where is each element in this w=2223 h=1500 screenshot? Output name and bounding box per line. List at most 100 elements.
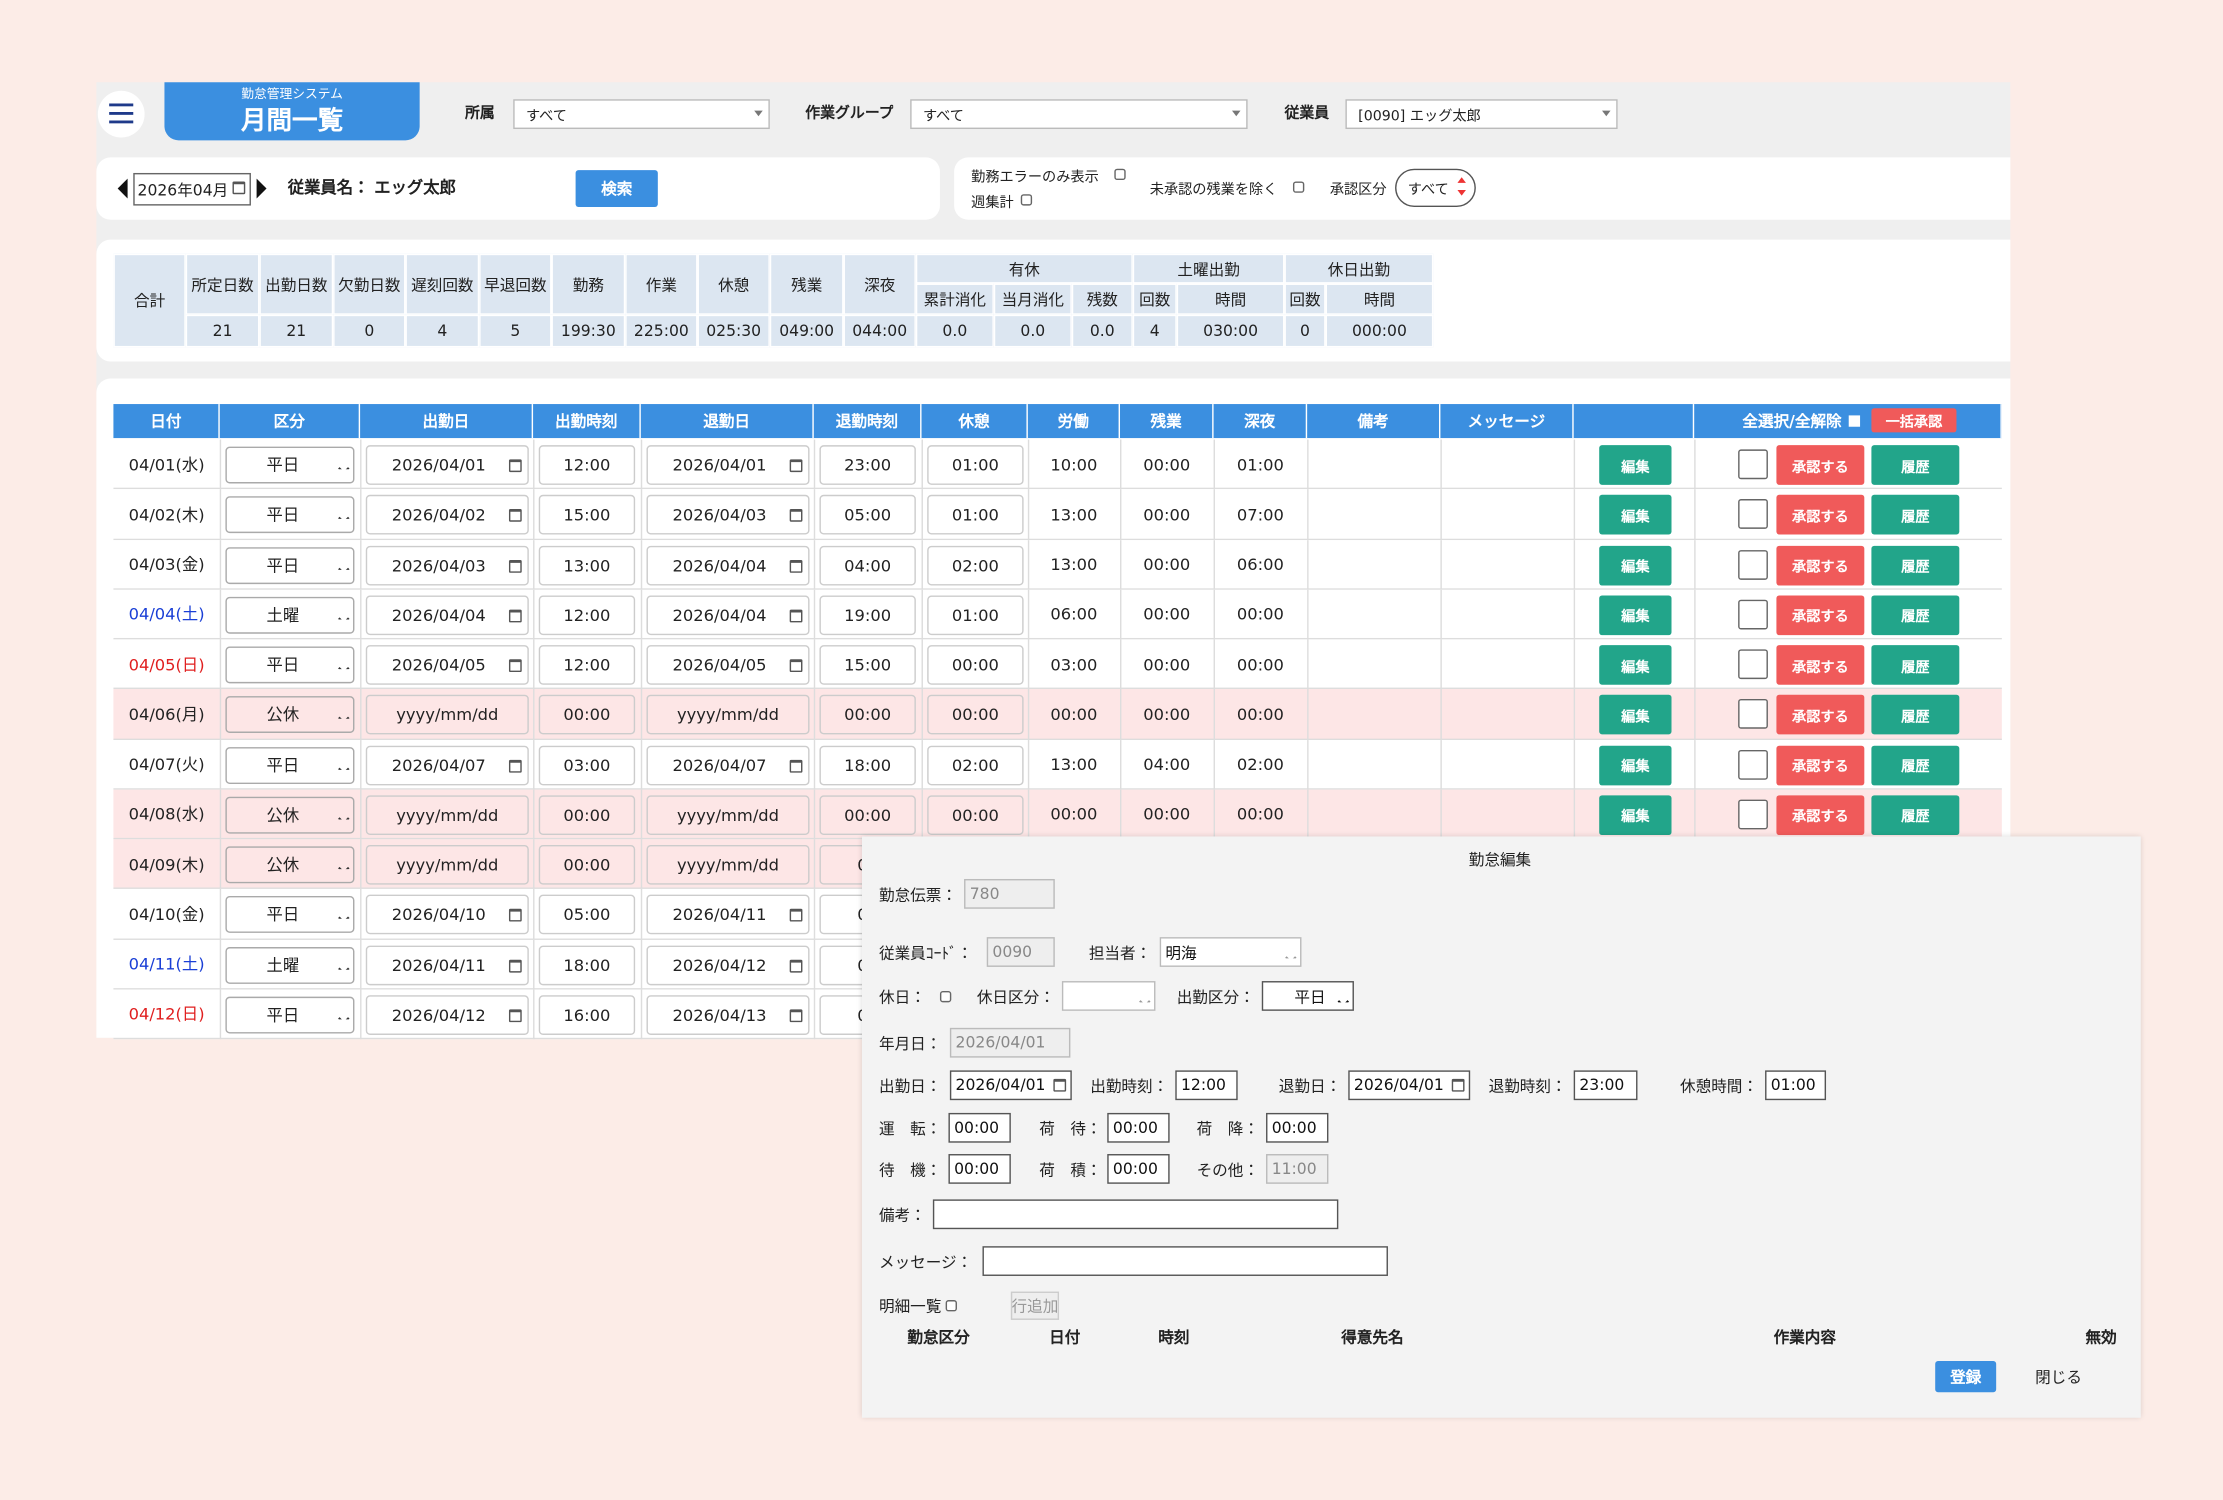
checkbox[interactable] — [1020, 194, 1033, 206]
checkbox[interactable] — [1738, 599, 1768, 630]
input-start-time[interactable]: 13:00 — [538, 545, 636, 585]
edit-button[interactable]: 編集 — [1599, 445, 1672, 485]
input-break[interactable]: 02:00 — [927, 545, 1024, 585]
next-month[interactable] — [256, 178, 267, 199]
field-input[interactable] — [932, 1199, 1339, 1230]
input-break[interactable]: 01:00 — [927, 595, 1024, 635]
input-start-time[interactable]: 12:00 — [538, 595, 636, 635]
input-start-time[interactable]: 12:00 — [538, 645, 636, 685]
input-end-date[interactable]: 2026/04/05 — [646, 645, 810, 685]
input-start-time[interactable]: 15:00 — [538, 495, 636, 535]
kind-select[interactable]: 公休 — [225, 696, 355, 734]
edit-button[interactable]: 編集 — [1599, 595, 1672, 635]
input-start-time[interactable]: 16:00 — [538, 994, 636, 1035]
history-button[interactable]: 履歴 — [1871, 495, 1960, 535]
input-end-date[interactable]: 2026/04/03 — [646, 495, 810, 535]
input-break[interactable]: 00:00 — [927, 645, 1024, 685]
approve-button[interactable]: 承認する — [1776, 445, 1865, 485]
field-input[interactable]: 平日 — [1261, 981, 1354, 1011]
kind-select[interactable]: 土曜 — [225, 596, 355, 634]
input-end-time[interactable]: 00:00 — [819, 695, 916, 735]
kind-select[interactable]: 平日 — [225, 496, 355, 534]
checkbox[interactable] — [1114, 168, 1126, 181]
checkbox[interactable] — [939, 990, 952, 1003]
bulk-approve[interactable]: 一括承認 — [1871, 408, 1957, 433]
select-all-check[interactable] — [1848, 415, 1861, 427]
prev-month[interactable] — [117, 178, 128, 199]
input-break[interactable]: 01:00 — [927, 445, 1024, 485]
input-start-date[interactable]: 2026/04/10 — [365, 894, 529, 935]
approve-button[interactable]: 承認する — [1776, 695, 1865, 735]
input-start-date[interactable]: yyyy/mm/dd — [365, 695, 529, 735]
kind-select[interactable]: 平日 — [225, 646, 355, 684]
input-start-date[interactable]: 2026/04/07 — [365, 745, 529, 785]
input-end-date[interactable]: 2026/04/04 — [646, 595, 810, 635]
approve-button[interactable]: 承認する — [1776, 495, 1865, 535]
search-button[interactable]: 検索 — [575, 170, 658, 207]
input-start-date[interactable]: 2026/04/01 — [365, 445, 529, 485]
edit-button[interactable]: 編集 — [1599, 745, 1672, 785]
checkbox[interactable] — [1738, 649, 1768, 680]
edit-button[interactable]: 編集 — [1599, 645, 1672, 685]
input-break[interactable]: 00:00 — [927, 695, 1024, 735]
field-input[interactable] — [982, 1246, 1388, 1276]
kind-select[interactable]: 平日 — [225, 996, 355, 1034]
checkbox[interactable] — [1738, 799, 1768, 830]
input-end-time[interactable]: 23:00 — [819, 445, 916, 485]
input-end-time[interactable]: 19:00 — [819, 595, 916, 635]
field-input[interactable]: 2026/04/01 — [949, 1070, 1072, 1101]
history-button[interactable]: 履歴 — [1871, 595, 1960, 635]
input-end-date[interactable]: yyyy/mm/dd — [646, 794, 810, 835]
field-input[interactable] — [1061, 981, 1156, 1011]
approval-select[interactable]: すべて — [1395, 168, 1476, 207]
input-start-date[interactable]: yyyy/mm/dd — [365, 794, 529, 835]
approve-button[interactable]: 承認する — [1776, 745, 1865, 785]
input-break[interactable]: 02:00 — [927, 745, 1024, 785]
kind-select[interactable]: 公休 — [225, 846, 355, 884]
input-break[interactable]: 01:00 — [927, 495, 1024, 535]
field-input[interactable]: 2026/04/01 — [1348, 1070, 1471, 1101]
kind-select[interactable]: 土曜 — [225, 946, 355, 984]
input-end-date[interactable]: 2026/04/04 — [646, 545, 810, 585]
filter-select[interactable]: すべて — [910, 99, 1248, 130]
input-start-date[interactable]: 2026/04/04 — [365, 595, 529, 635]
checkbox[interactable] — [1738, 449, 1768, 480]
edit-button[interactable]: 編集 — [1599, 545, 1672, 585]
input-end-time[interactable]: 18:00 — [819, 745, 916, 785]
field-input[interactable]: 00:00 — [1107, 1154, 1170, 1184]
approve-button[interactable]: 承認する — [1776, 794, 1865, 835]
month-input[interactable]: 2026年04月 — [133, 172, 251, 206]
input-end-date[interactable]: 2026/04/13 — [646, 994, 810, 1035]
field-input[interactable]: 00:00 — [1107, 1112, 1170, 1143]
field-input[interactable]: 23:00 — [1573, 1070, 1638, 1101]
input-start-time[interactable]: 00:00 — [538, 794, 636, 835]
field-input[interactable]: 01:00 — [1765, 1070, 1827, 1101]
checkbox[interactable] — [945, 1300, 957, 1312]
input-end-date[interactable]: 2026/04/01 — [646, 445, 810, 485]
checkbox[interactable] — [1738, 549, 1768, 580]
kind-select[interactable]: 公休 — [225, 796, 355, 834]
checkbox[interactable] — [1738, 499, 1768, 530]
input-end-date[interactable]: 2026/04/12 — [646, 944, 810, 985]
kind-select[interactable]: 平日 — [225, 446, 355, 484]
save-button[interactable]: 登録 — [1935, 1361, 1997, 1393]
input-end-time[interactable]: 04:00 — [819, 545, 916, 585]
filter-select[interactable]: [0090] エッグ太郎 — [1345, 99, 1618, 130]
field-input[interactable]: 明海 — [1159, 937, 1302, 967]
input-start-date[interactable]: 2026/04/11 — [365, 944, 529, 985]
history-button[interactable]: 履歴 — [1871, 545, 1960, 585]
input-start-time[interactable]: 12:00 — [538, 445, 636, 485]
input-start-date[interactable]: 2026/04/03 — [365, 545, 529, 585]
history-button[interactable]: 履歴 — [1871, 745, 1960, 785]
input-end-date[interactable]: yyyy/mm/dd — [646, 844, 810, 885]
input-start-date[interactable]: 2026/04/05 — [365, 645, 529, 685]
history-button[interactable]: 履歴 — [1871, 695, 1960, 735]
input-start-date[interactable]: 2026/04/12 — [365, 994, 529, 1035]
input-end-time[interactable]: 00:00 — [819, 794, 916, 835]
edit-button[interactable]: 編集 — [1599, 794, 1672, 835]
approve-button[interactable]: 承認する — [1776, 595, 1865, 635]
filter-select[interactable]: すべて — [513, 99, 770, 130]
input-end-date[interactable]: 2026/04/07 — [646, 745, 810, 785]
field-input[interactable]: 00:00 — [948, 1112, 1011, 1143]
input-start-time[interactable]: 03:00 — [538, 745, 636, 785]
